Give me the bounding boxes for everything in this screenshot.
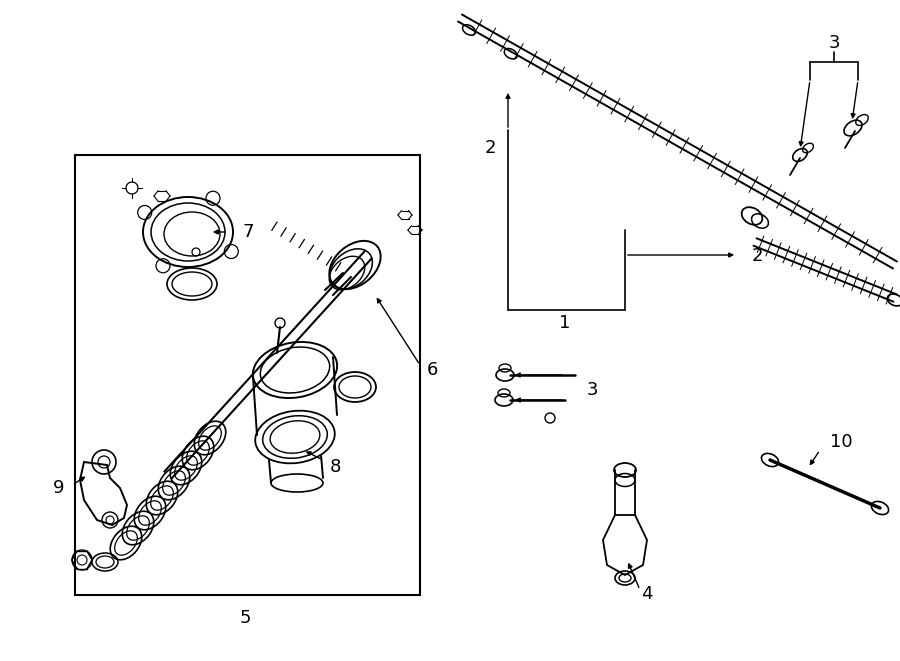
Text: 8: 8: [329, 458, 341, 476]
Text: 1: 1: [559, 314, 571, 332]
Text: 9: 9: [52, 479, 64, 497]
Text: 2: 2: [752, 247, 763, 265]
Text: 7: 7: [243, 223, 255, 241]
Bar: [75, 155, 420, 595]
Text: 4: 4: [641, 585, 652, 603]
Text: 2: 2: [484, 139, 496, 157]
Text: 3: 3: [586, 381, 598, 399]
Text: 10: 10: [830, 433, 852, 451]
Text: 3: 3: [828, 34, 840, 52]
Text: 5: 5: [239, 609, 251, 627]
Text: 6: 6: [427, 361, 437, 379]
